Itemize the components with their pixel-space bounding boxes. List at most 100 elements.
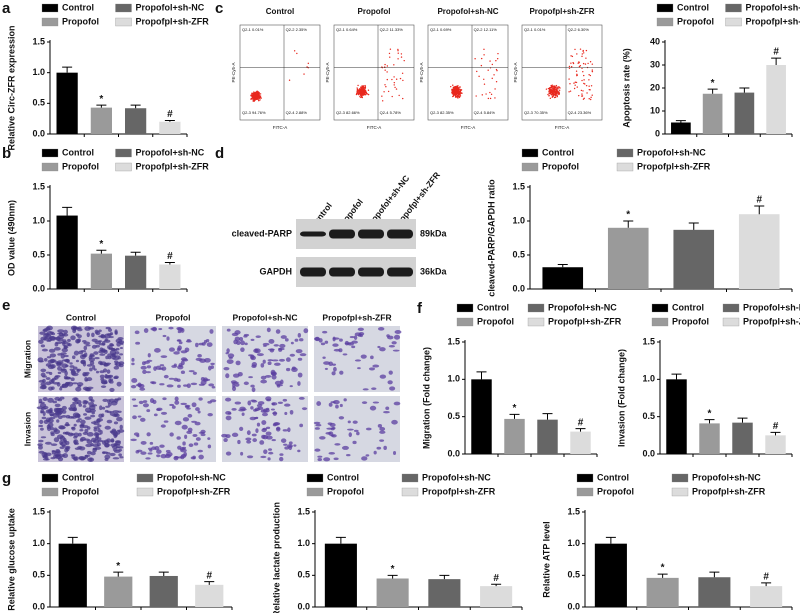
flow-event	[496, 69, 498, 72]
cell	[101, 348, 106, 353]
cell	[45, 381, 52, 386]
cell	[177, 365, 184, 370]
flow-event	[585, 57, 587, 59]
cell	[59, 385, 64, 389]
flow-event	[355, 93, 358, 95]
cell	[314, 448, 321, 452]
flow-event	[584, 63, 587, 65]
bar	[702, 93, 723, 134]
cell	[328, 402, 333, 407]
cell	[67, 338, 71, 343]
flow-event	[494, 97, 496, 99]
cell	[180, 360, 185, 366]
flow-event	[307, 62, 310, 65]
flow-event	[361, 91, 364, 93]
legend-swatch	[722, 317, 740, 327]
flow-event	[489, 60, 491, 62]
cell	[91, 344, 97, 349]
panel-label: a	[2, 0, 11, 17]
flow-event	[581, 55, 583, 58]
quadrant-label: Q2-1 0.01%	[242, 27, 264, 32]
error-bar	[164, 120, 175, 122]
cell	[234, 401, 242, 405]
y-tick-label: 0.0	[32, 601, 45, 611]
cell	[223, 367, 230, 371]
cell	[90, 414, 96, 418]
cell	[264, 375, 272, 378]
flow-event	[495, 68, 498, 71]
flow-event	[483, 78, 485, 80]
flow-event	[259, 95, 262, 97]
cell	[114, 329, 118, 335]
cell	[101, 440, 107, 445]
cell	[377, 327, 385, 331]
cell	[357, 334, 362, 337]
flow-event	[256, 90, 258, 93]
bar	[504, 418, 525, 454]
blot-row-label: cleaved-PARP	[232, 228, 292, 238]
cell	[93, 426, 99, 429]
y-tick-label: 1.5	[32, 506, 45, 516]
flow-event	[579, 48, 582, 50]
cell	[297, 381, 301, 386]
legend-label: Control	[62, 147, 94, 157]
cell	[104, 457, 109, 462]
flow-event	[588, 73, 590, 76]
cell	[260, 379, 267, 384]
panel-label: g	[2, 470, 11, 487]
cell	[163, 420, 169, 423]
bar	[56, 215, 78, 289]
cell	[184, 434, 188, 440]
flow-event	[582, 70, 584, 73]
cell	[342, 353, 348, 356]
cell	[383, 445, 387, 450]
cell	[183, 384, 188, 387]
legend-swatch	[41, 162, 59, 172]
cell	[173, 456, 179, 461]
cell	[137, 415, 142, 418]
cell	[369, 405, 377, 411]
cell	[166, 384, 174, 388]
flow-event	[452, 84, 454, 86]
cell	[276, 427, 281, 431]
flow-event	[474, 58, 476, 60]
cell	[101, 340, 106, 346]
cell	[116, 416, 123, 422]
cell	[93, 422, 100, 426]
flow-event	[255, 96, 258, 98]
cell	[241, 408, 247, 411]
cell	[81, 354, 86, 357]
legend-label: Control	[327, 472, 359, 482]
cell	[72, 366, 78, 370]
flow-event	[306, 66, 308, 68]
flow-event	[576, 86, 578, 88]
cell	[284, 338, 289, 342]
cell	[207, 413, 213, 417]
y-tick-label: 0.0	[512, 283, 525, 293]
flow-event	[257, 91, 259, 94]
cell	[271, 438, 276, 442]
cell	[243, 333, 250, 337]
bar	[594, 543, 627, 607]
cell	[82, 431, 89, 436]
flow-event	[583, 52, 585, 54]
legend-label: Propofol+sh-NC	[637, 147, 706, 157]
cell	[95, 370, 100, 374]
cell	[108, 335, 114, 339]
cell	[232, 373, 240, 378]
flow-y-label: PE-Cy5-A	[419, 62, 424, 82]
cell	[43, 333, 49, 338]
cell	[112, 410, 120, 413]
cell	[278, 358, 286, 362]
cell	[108, 347, 116, 351]
cell	[180, 402, 187, 406]
cell	[266, 426, 271, 430]
cell	[197, 449, 203, 453]
cell	[192, 371, 197, 375]
quadrant-label: Q2-1 0.64%	[336, 27, 358, 32]
cell	[91, 411, 96, 415]
cell	[75, 359, 80, 363]
cell	[89, 457, 93, 461]
flow-event	[402, 97, 404, 100]
cell	[270, 369, 276, 375]
